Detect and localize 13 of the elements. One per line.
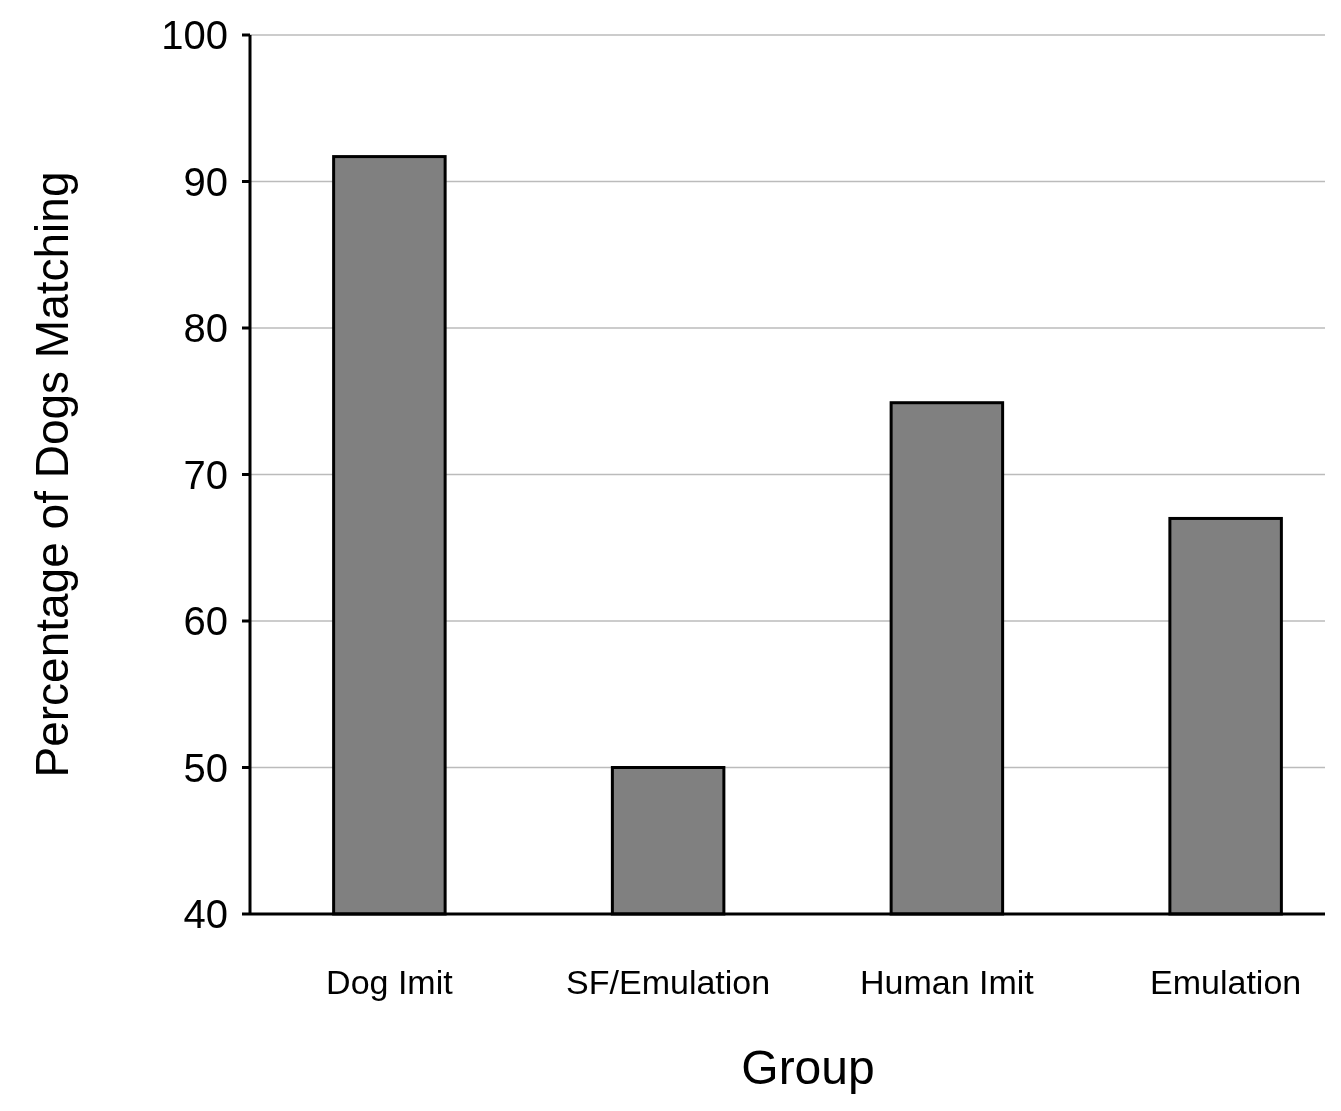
- x-tick-label: Dog Imit: [326, 963, 454, 1001]
- y-tick-label: 80: [183, 306, 228, 350]
- x-axis-title: Group: [741, 1041, 875, 1094]
- x-tick-label: Human Imit: [859, 963, 1035, 1001]
- y-tick-label: 50: [183, 745, 228, 790]
- x-tick-label: SF/Emulation: [566, 963, 771, 1001]
- y-tick-label: 100: [161, 13, 228, 57]
- y-axis-title: Percentage of Dogs Matching: [26, 171, 78, 778]
- y-tick-label: 70: [183, 452, 228, 497]
- x-tick-label: Emulation: [1150, 963, 1302, 1001]
- y-tick-label: 60: [183, 599, 228, 643]
- y-tick-label: 40: [183, 892, 228, 936]
- y-tick-label: 90: [183, 159, 228, 204]
